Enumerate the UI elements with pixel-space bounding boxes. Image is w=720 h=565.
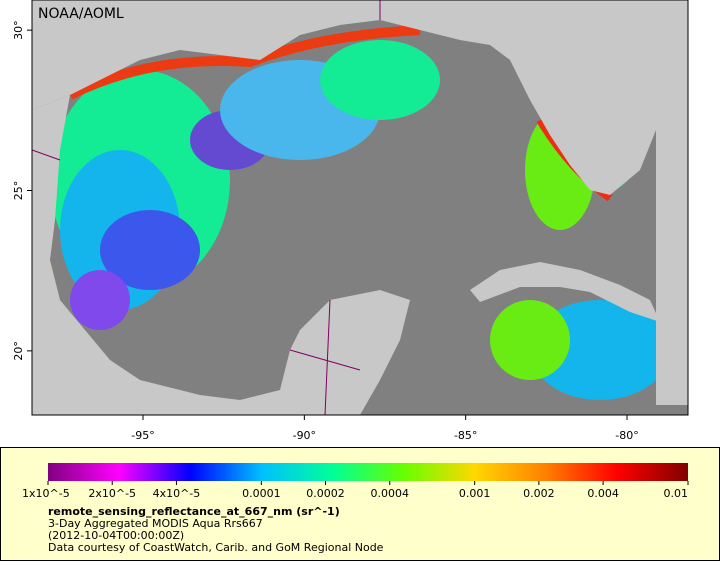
land bbox=[656, 0, 688, 405]
x-tick-label: -90° bbox=[293, 429, 316, 442]
data-patch bbox=[490, 300, 570, 380]
map-frame bbox=[31, 0, 689, 416]
caption-variable: remote_sensing_reflectance_at_667_nm (sr… bbox=[48, 505, 340, 518]
caption-line: Data courtesy of CoastWatch, Carib. and … bbox=[48, 541, 384, 554]
colorbar-tick-label: 0.0004 bbox=[371, 487, 410, 500]
land bbox=[32, 0, 460, 110]
land bbox=[460, 0, 656, 195]
data-patch bbox=[100, 210, 200, 290]
colorbar-tick-label: 0.004 bbox=[587, 487, 619, 500]
reflectance-data bbox=[50, 10, 670, 400]
land bbox=[470, 262, 660, 322]
x-tick-label: -95° bbox=[131, 429, 154, 442]
x-tick-label: -85° bbox=[454, 429, 477, 442]
caption-line: 3-Day Aggregated MODIS Aqua Rrs667 bbox=[48, 517, 263, 530]
map-title: NOAA/AOML bbox=[38, 6, 124, 22]
colorbar bbox=[48, 463, 688, 481]
y-tick-label: 30° bbox=[12, 20, 25, 40]
colorbar-tick-label: 2x10^-5 bbox=[88, 487, 136, 500]
data-patch bbox=[70, 270, 130, 330]
map: NOAA/AOML bbox=[32, 0, 688, 415]
colorbar-tick-label: 0.001 bbox=[459, 487, 491, 500]
border bbox=[32, 0, 381, 415]
x-tick-label: -80° bbox=[615, 429, 638, 442]
colorbar-tick-label: 0.0002 bbox=[306, 487, 345, 500]
colorbar-tick-label: 0.01 bbox=[664, 487, 689, 500]
land bbox=[32, 95, 410, 415]
coastal-high bbox=[67, 25, 421, 100]
colorbar-tick-label: 0.002 bbox=[523, 487, 555, 500]
caption-line: (2012-10-04T00:00:00Z) bbox=[48, 529, 184, 542]
data-patch bbox=[320, 40, 440, 120]
y-tick-label: 20° bbox=[12, 341, 25, 361]
colorbar-tick-label: 0.0001 bbox=[242, 487, 281, 500]
colorbar-tick-label: 1x10^-5 bbox=[22, 487, 70, 500]
colorbar-tick-label: 4x10^-5 bbox=[153, 487, 201, 500]
y-tick-label: 25° bbox=[12, 181, 25, 201]
